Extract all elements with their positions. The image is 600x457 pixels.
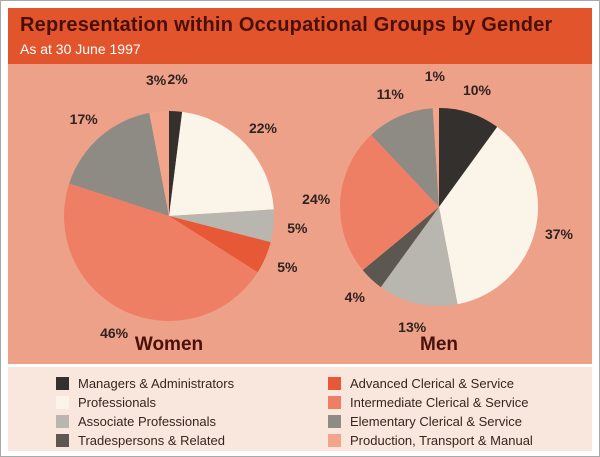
legend-swatch-tradespersons-related [56, 433, 69, 447]
legend-label: Advanced Clerical & Service [350, 375, 515, 391]
pie-slice-men-production-transport-manual [432, 108, 439, 207]
legend-swatch-intermediate-clerical-service [328, 395, 341, 409]
chart-canvas: 2% 22% 5% 5% 46% 17% 3% 10% 37% 13% 4% 24% 11% 1% Wo… [8, 64, 592, 364]
legend-label: Elementary Clerical & Service [350, 413, 522, 429]
pie-svg-men [340, 108, 539, 307]
pie-slice-men-managers-administrators [439, 108, 498, 207]
pie-slice-men-intermediate-clerical-service [340, 134, 439, 271]
pie-slice-women-managers-administrators [169, 111, 183, 216]
legend: Managers & Administrators Professionals As… [8, 367, 592, 451]
legend-label: Associate Professionals [78, 413, 217, 429]
pie-svg-women [64, 111, 274, 321]
legend-item-intermediate-clerical-service: Intermediate Clerical & Service [328, 394, 533, 410]
legend-item-associate-professionals: Associate Professionals [56, 413, 234, 429]
pie-caption-men: Men [420, 334, 458, 355]
legend-item-advanced-clerical-service: Advanced Clerical & Service [328, 375, 533, 391]
pie-label-women-advanced-clerical-service: 5% [277, 259, 298, 276]
pie-slice-women-intermediate-clerical-service [64, 183, 258, 321]
legend-column-right: Advanced Clerical & Service Intermediate … [328, 375, 533, 448]
legend-item-production-transport-manual: Production, Transport & Manual [328, 432, 533, 448]
pie-label-women-professionals: 22% [248, 119, 278, 136]
legend-column-left: Managers & Administrators Professionals As… [56, 375, 235, 448]
legend-item-tradespersons-related: Tradespersons & Related [56, 432, 234, 448]
pie-slice-women-advanced-clerical-service [169, 216, 271, 273]
pie-slice-men-elementary-clerical-service [371, 108, 439, 207]
legend-label: Managers & Administrators [78, 375, 235, 391]
pie-label-men-managers-administrators: 10% [462, 82, 492, 98]
pie-label-women-managers-administrators: 2% [167, 71, 188, 88]
pie-label-men-intermediate-clerical-service: 24% [302, 191, 331, 208]
legend-swatch-elementary-clerical-service [328, 414, 341, 428]
pie-slice-women-professionals [169, 111, 274, 216]
pie-caption-women: Women [134, 334, 204, 355]
chart-subtitle: As at 30 June 1997 [20, 41, 141, 57]
legend-label: Intermediate Clerical & Service [350, 394, 529, 410]
chart-title: Representation within Occupational Group… [20, 14, 553, 36]
legend-swatch-production-transport-manual [328, 433, 341, 447]
legend-swatch-advanced-clerical-service [328, 376, 341, 390]
pie-slice-women-elementary-clerical-service [69, 112, 169, 216]
pie-slice-men-professionals [439, 126, 539, 305]
pie-label-men-associate-professionals: 13% [398, 319, 427, 335]
pie-slice-men-tradespersons-related [362, 207, 439, 288]
legend-label: Production, Transport & Manual [350, 432, 533, 448]
pie-label-women-production-transport-manual: 3% [145, 71, 167, 88]
legend-swatch-managers-administrators [56, 376, 69, 390]
pie-slice-women-production-transport-manual [149, 111, 169, 216]
pie-label-women-associate-professionals: 5% [287, 220, 308, 237]
pie-label-men-professionals: 37% [544, 225, 574, 242]
pie-label-women-intermediate-clerical-service: 46% [100, 324, 129, 341]
pie-chart-men: 10% 37% 13% 4% 24% 11% 1% [302, 68, 573, 337]
legend-label: Professionals [78, 394, 157, 410]
legend-label: Tradespersons & Related [78, 432, 225, 448]
legend-item-managers-administrators: Managers & Administrators [56, 375, 235, 391]
pie-label-men-tradespersons-related: 4% [344, 288, 365, 305]
chart-header: Representation within Occupational Group… [8, 8, 592, 64]
pie-label-men-elementary-clerical-service: 11% [376, 86, 404, 103]
pie-chart-women: 2% 22% 5% 5% 46% 17% 3% [29, 71, 309, 356]
legend-swatch-associate-professionals [56, 414, 69, 428]
pie-slice-women-associate-professionals [169, 209, 274, 243]
legend-item-professionals: Professionals [56, 394, 234, 410]
pie-label-women-elementary-clerical-service: 17% [69, 111, 98, 128]
legend-item-elementary-clerical-service: Elementary Clerical & Service [328, 413, 533, 429]
pie-slice-men-associate-professionals [380, 207, 458, 307]
legend-swatch-professionals [56, 395, 69, 409]
pie-label-men-production-transport-manual: 1% [424, 68, 446, 85]
